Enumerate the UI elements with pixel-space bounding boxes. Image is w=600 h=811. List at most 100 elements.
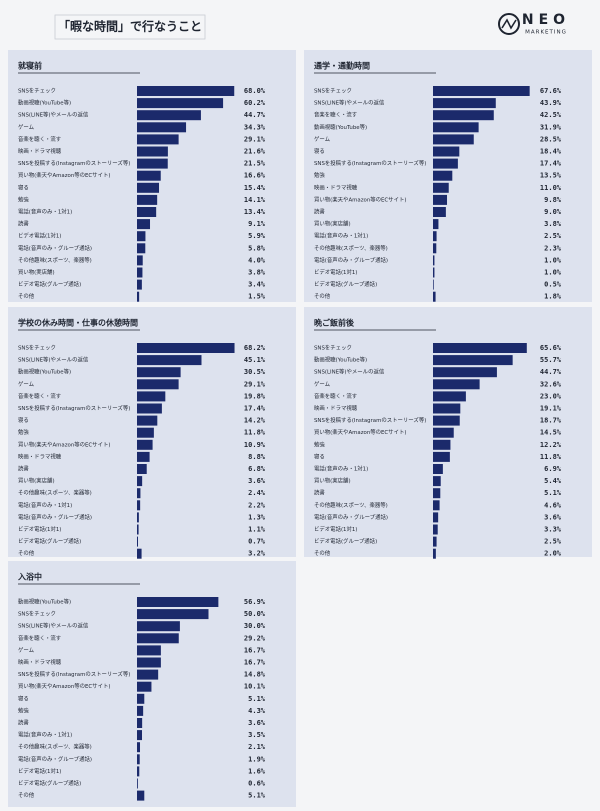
category-label: 音楽を聴く・流す [18, 135, 61, 143]
category-label: その他趣味(スポーツ、楽器等) [314, 501, 388, 509]
bar [433, 548, 436, 559]
category-label: SNS(LINE等)やメールの返信 [314, 99, 385, 107]
value-label: 10.9% [244, 441, 266, 449]
value-label: 13.4% [244, 208, 266, 216]
value-label: 1.5% [248, 293, 266, 301]
bar [433, 415, 460, 426]
bar [433, 512, 439, 523]
value-label: 10.1% [244, 683, 266, 691]
value-label: 3.5% [248, 731, 266, 739]
logo-mark [501, 18, 517, 30]
bar [137, 718, 143, 728]
category-label: SNS(LINE等)やメールの返信 [18, 111, 89, 119]
value-label: 11.8% [244, 429, 266, 437]
value-label: 9.1% [248, 220, 266, 228]
value-label: 16.7% [244, 659, 266, 667]
panel-title: 就寝前 [18, 61, 42, 71]
value-label: 43.9% [540, 99, 562, 107]
category-label: SNS(LINE等)やメールの返信 [18, 622, 89, 630]
category-label: ゲーム [314, 380, 331, 388]
bar [137, 464, 147, 474]
value-label: 2.3% [544, 244, 562, 252]
value-label: 32.6% [540, 380, 562, 388]
value-label: 1.3% [248, 513, 266, 521]
bar [137, 170, 161, 181]
bar [137, 730, 143, 741]
bar [433, 146, 460, 157]
category-label: 読書 [18, 220, 29, 228]
category-label: 映画・ドラマ視聴 [18, 452, 62, 460]
category-label: 映画・ドラマ視聴 [18, 147, 62, 155]
value-label: 2.5% [544, 538, 562, 546]
bar [137, 291, 140, 302]
bar [137, 609, 209, 620]
bar [433, 267, 435, 278]
bar [433, 194, 448, 205]
bar [137, 548, 142, 559]
bar [137, 766, 140, 777]
category-label: 勉強 [18, 428, 29, 436]
panel-title: 入浴中 [17, 572, 42, 582]
value-label: 42.5% [540, 111, 562, 119]
value-label: 2.0% [544, 550, 562, 558]
bar [137, 243, 146, 254]
value-label: 60.2% [244, 99, 266, 107]
category-label: 動画視聴(YouTube等) [18, 368, 71, 376]
bar [433, 170, 453, 181]
value-label: 3.4% [248, 281, 266, 289]
value-label: 4.0% [248, 256, 266, 264]
category-label: 動画視聴(YouTube等) [314, 123, 367, 131]
category-label: 読書 [18, 465, 29, 473]
value-label: 5.1% [544, 489, 562, 497]
category-label: 寝る [18, 183, 29, 191]
bar [433, 110, 494, 121]
category-label: SNSを投稿する(Instagramのストーリーズ等) [18, 404, 130, 412]
category-label: SNSをチェック [314, 88, 352, 95]
category-label: ゲーム [18, 380, 35, 388]
category-label: 電話(音声のみ・グループ通話) [18, 755, 92, 763]
value-label: 68.2% [244, 344, 266, 352]
value-label: 55.7% [540, 356, 562, 364]
bar [433, 391, 466, 402]
bar [137, 207, 157, 217]
value-label: 9.0% [544, 208, 562, 216]
category-label: ビデオ電話(グループ通話) [18, 537, 81, 545]
value-label: 1.9% [248, 755, 266, 763]
panel-title: 晩ご飯前後 [314, 318, 355, 328]
category-label: その他 [18, 549, 35, 557]
bar [137, 122, 187, 133]
bar [433, 182, 449, 193]
bar [433, 451, 450, 462]
category-label: SNSをチェック [18, 345, 56, 352]
bar [137, 754, 140, 765]
value-label: 3.6% [248, 719, 266, 727]
category-label: ビデオ電話(1対1) [18, 525, 61, 533]
category-label: SNSをチェック [18, 611, 56, 618]
logo-subtext: MARKETING [525, 30, 567, 36]
category-label: 音楽を聴く・流す [314, 392, 357, 400]
value-label: 18.4% [540, 148, 562, 156]
bar [433, 355, 513, 366]
value-label: 68.0% [244, 87, 266, 95]
value-label: 1.0% [544, 256, 562, 264]
category-label: 寝る [18, 416, 29, 424]
category-label: 買い物(実店舗) [314, 477, 351, 485]
value-label: 5.1% [248, 695, 266, 703]
bar [433, 207, 446, 217]
value-label: 1.1% [248, 526, 266, 534]
value-label: 4.6% [544, 501, 562, 509]
category-label: 寝る [18, 694, 29, 702]
category-label: ビデオ電話(1対1) [314, 268, 357, 276]
category-label: 電話(音声のみ・1対1) [18, 731, 72, 739]
bar [137, 439, 153, 450]
bar [433, 367, 497, 378]
bar [433, 379, 480, 390]
bar [433, 291, 436, 302]
category-label: 映画・ドラマ視聴 [18, 658, 62, 666]
value-label: 2.4% [248, 489, 266, 497]
value-label: 18.7% [540, 417, 562, 425]
panel-title: 学校の休み時間・仕事の休憩時間 [18, 318, 138, 328]
bar [433, 231, 437, 242]
category-label: 動画視聴(YouTube等) [18, 598, 71, 606]
bar [137, 279, 142, 290]
